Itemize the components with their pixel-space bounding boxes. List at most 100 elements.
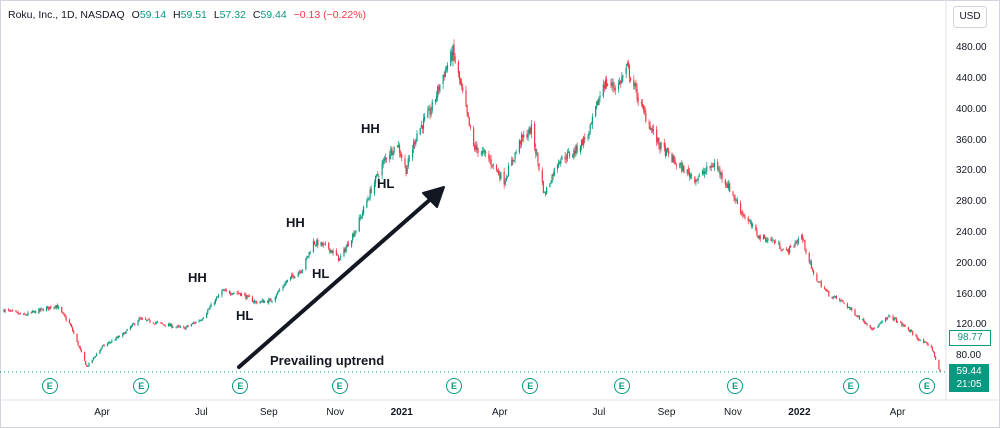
y-tick-label: 400.00 (956, 103, 987, 115)
candle-down (673, 155, 675, 162)
candle-down (842, 300, 844, 303)
candle-down (717, 162, 719, 170)
candle-up (778, 242, 780, 244)
candle-up (170, 324, 172, 327)
candle-down (503, 171, 505, 185)
candle-up (619, 81, 621, 84)
candle-up (862, 319, 864, 320)
candle-down (886, 317, 888, 319)
candle-up (198, 320, 200, 322)
candle-down (581, 139, 584, 146)
candle-up (167, 324, 170, 327)
earnings-e-icon[interactable]: E (133, 378, 150, 394)
candle-down (900, 321, 902, 323)
candle-down (405, 165, 407, 175)
candle-down (597, 100, 599, 106)
candle-up (376, 174, 378, 176)
candle-down (739, 203, 742, 213)
candle-down (64, 314, 66, 317)
candle-down (454, 56, 456, 63)
candle-down (544, 192, 547, 194)
candle-down (251, 297, 254, 302)
candle-up (480, 153, 482, 155)
candle-up (818, 281, 820, 283)
candle-up (346, 243, 348, 248)
candle-down (321, 242, 323, 246)
candle-down (763, 235, 766, 239)
candle-up (297, 272, 299, 277)
candle-up (551, 174, 553, 183)
candle-down (565, 158, 567, 160)
candle-down (614, 87, 616, 90)
x-tick-label: Sep (259, 407, 278, 418)
candle-up (553, 168, 555, 176)
candle-up (330, 250, 332, 253)
candle-down (17, 312, 19, 315)
candle-up (720, 172, 722, 176)
candle-down (244, 293, 246, 295)
candle-up (751, 224, 754, 227)
candle-down (864, 321, 866, 324)
candle-up (240, 293, 243, 296)
earnings-e-icon[interactable]: E (331, 378, 348, 394)
candle-down (839, 298, 841, 301)
candle-up (416, 133, 418, 142)
candle-up (420, 125, 422, 128)
candle-up (191, 323, 194, 325)
earnings-e-icon[interactable]: E (232, 378, 249, 394)
candle-up (378, 176, 380, 178)
candle-down (895, 318, 898, 323)
last-price-label: 98.77 (949, 330, 991, 346)
candle-down (344, 248, 346, 252)
candle-up (697, 177, 699, 181)
candle-down (855, 315, 857, 317)
candle-up (384, 157, 386, 160)
candle-up (762, 235, 765, 240)
candle-down (734, 198, 736, 201)
candle-up (622, 75, 624, 78)
candle-down (468, 116, 470, 126)
candle-up (543, 192, 546, 193)
candle-up (300, 271, 303, 273)
candle-up (550, 182, 552, 184)
candle-up (312, 241, 315, 253)
earnings-e-icon[interactable]: E (918, 378, 935, 394)
earnings-e-icon[interactable]: E (727, 378, 744, 394)
candle-down (491, 165, 493, 167)
candle-down (911, 330, 913, 332)
candle-down (466, 104, 468, 113)
candle-up (261, 300, 263, 302)
annotation-hl-1: HL (236, 308, 254, 323)
candle-down (780, 249, 782, 251)
candle-up (96, 353, 98, 357)
candle-up (857, 316, 859, 317)
candle-up (801, 235, 803, 239)
candle-up (483, 151, 486, 152)
earnings-e-icon[interactable]: E (522, 378, 539, 394)
candle-up (657, 137, 659, 142)
candle-up (305, 258, 307, 270)
candle-down (171, 324, 173, 328)
candle-down (851, 307, 853, 311)
earnings-e-icon[interactable]: E (446, 378, 463, 394)
candle-up (110, 342, 112, 343)
earnings-e-icon[interactable]: E (41, 378, 58, 394)
candle-down (813, 270, 815, 274)
candle-up (41, 308, 43, 310)
symbol-legend: Roku, Inc., 1D, NASDAQ O59.14 H59.51 L57… (8, 9, 366, 21)
earnings-e-icon[interactable]: E (613, 378, 630, 394)
candle-up (686, 169, 688, 174)
currency-button[interactable]: USD (953, 6, 987, 28)
candle-down (542, 181, 544, 193)
candle-up (419, 128, 421, 135)
candle-down (793, 246, 795, 247)
annotation-hh-3: HH (361, 121, 380, 136)
y-tick-label: 280.00 (956, 196, 987, 208)
candle-up (115, 337, 117, 340)
candle-down (733, 195, 735, 199)
earnings-e-icon[interactable]: E (842, 378, 859, 394)
candle-up (504, 180, 506, 185)
candle-up (246, 295, 248, 300)
candle-up (358, 217, 360, 232)
